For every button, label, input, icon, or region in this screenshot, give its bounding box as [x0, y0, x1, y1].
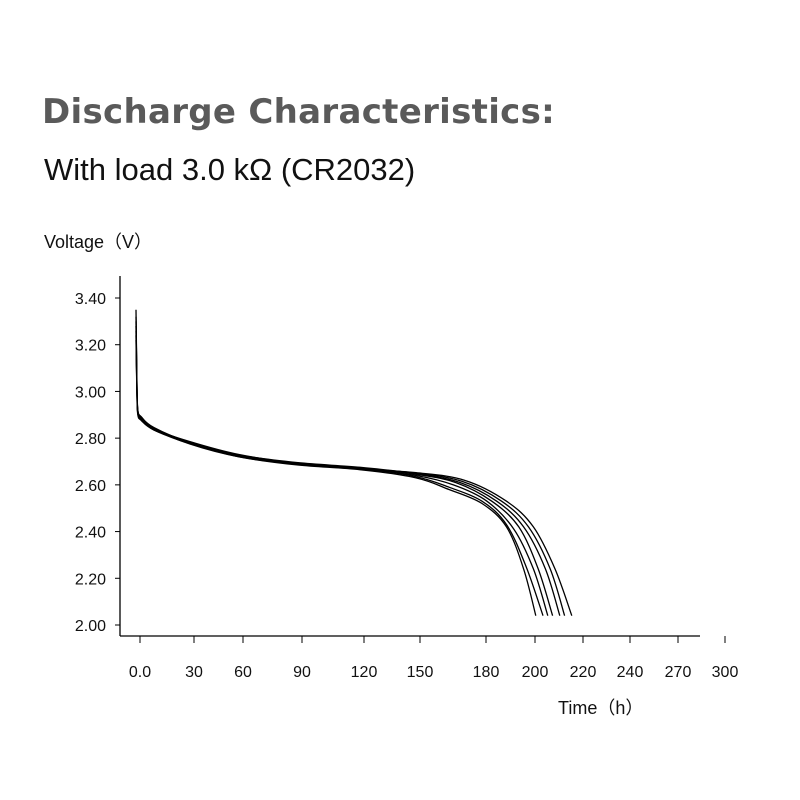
- chart-subtitle: With load 3.0 kΩ (CR2032): [44, 152, 416, 187]
- discharge-curve-5: [135, 330, 561, 616]
- chart-title: Discharge Characteristics:: [42, 92, 556, 132]
- x-axis-title: Time（h）: [558, 698, 643, 718]
- x-tick-label: 270: [665, 664, 692, 681]
- y-tick-label: 2.00: [75, 618, 106, 635]
- x-tick-label: 120: [351, 664, 378, 681]
- x-tick-label: 60: [234, 664, 252, 681]
- x-tick-label: 200: [522, 664, 549, 681]
- discharge-curve-1: [135, 309, 537, 616]
- discharge-curve-7: [135, 339, 573, 616]
- x-tick-label: 0.0: [129, 664, 151, 681]
- x-tick-label: 150: [407, 664, 434, 681]
- y-ticks: 2.00 2.20 2.40 2.60 2.80 3.00 3.20 3.40: [75, 291, 120, 635]
- y-tick-label: 2.20: [75, 571, 106, 588]
- x-tick-label: 90: [293, 664, 311, 681]
- y-tick-label: 2.80: [75, 431, 106, 448]
- x-tick-label: 30: [185, 664, 203, 681]
- x-tick-label: 180: [473, 664, 500, 681]
- x-tick-label: 300: [712, 664, 739, 681]
- x-tick-label: 220: [570, 664, 597, 681]
- y-tick-label: 2.40: [75, 525, 106, 542]
- y-axis-title: Voltage（V）: [44, 232, 152, 252]
- y-tick-label: 3.20: [75, 338, 106, 355]
- discharge-curve-4: [135, 325, 554, 616]
- series-lines: [135, 309, 573, 616]
- y-tick-label: 3.40: [75, 291, 106, 308]
- discharge-curve-6: [135, 335, 566, 616]
- x-tick-label: 240: [617, 664, 644, 681]
- x-ticks: 0.0 30 60 90 120 150 180 200 220 240 270 300: [129, 636, 739, 681]
- y-tick-label: 3.00: [75, 384, 106, 401]
- y-tick-label: 2.60: [75, 478, 106, 495]
